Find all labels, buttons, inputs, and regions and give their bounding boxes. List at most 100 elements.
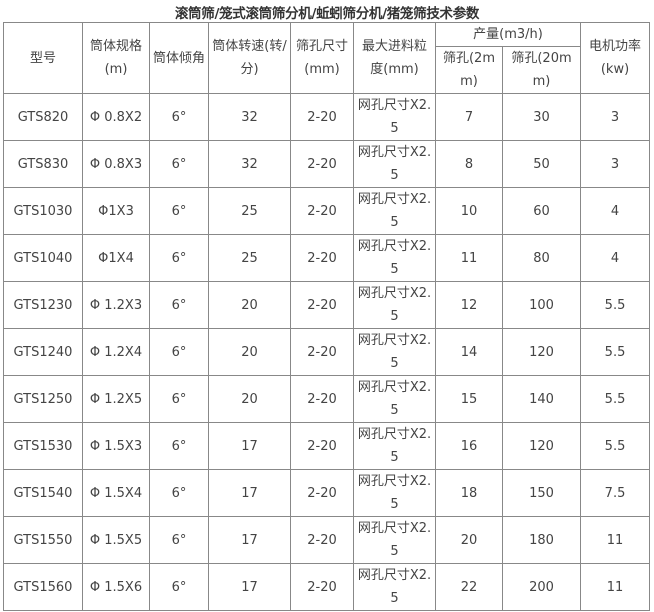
cell-speed: 17 <box>208 563 291 611</box>
spec-table: 型号 筒体规格(m) 筒体倾角 筒体转速(转/分) 筛孔尺寸(mm) 最大进料粒… <box>3 22 651 611</box>
cell-output-20mm: 150 <box>501 469 582 517</box>
header-output: 产量(m3/h) <box>434 22 582 47</box>
cell-output-2mm: 10 <box>435 187 503 235</box>
cell-feed: 网孔尺寸X2.5 <box>353 234 436 282</box>
cell-output-2mm: 15 <box>435 375 503 423</box>
cell-output-2mm: 12 <box>435 281 503 329</box>
cell-power: 5.5 <box>580 281 651 329</box>
cell-speed: 25 <box>208 234 291 282</box>
cell-hole: 2-20 <box>290 375 354 423</box>
cell-speed: 17 <box>208 422 291 470</box>
cell-feed: 网孔尺寸X2.5 <box>353 93 436 141</box>
cell-spec: Φ 1.2X3 <box>82 281 150 329</box>
cell-model: GTS830 <box>3 140 83 188</box>
cell-output-2mm: 14 <box>435 328 503 376</box>
cell-output-20mm: 30 <box>501 93 582 141</box>
header-feed: 最大进料粒度(mm) <box>353 22 436 94</box>
cell-output-2mm: 20 <box>435 516 503 564</box>
cell-power: 4 <box>580 187 651 235</box>
cell-output-2mm: 18 <box>435 469 503 517</box>
cell-power: 11 <box>580 563 651 611</box>
cell-spec: Φ1X3 <box>82 187 150 235</box>
header-model: 型号 <box>3 22 83 94</box>
cell-model: GTS1540 <box>3 469 83 517</box>
cell-feed: 网孔尺寸X2.5 <box>353 469 436 517</box>
cell-model: GTS1550 <box>3 516 83 564</box>
cell-output-20mm: 80 <box>501 234 582 282</box>
cell-power: 3 <box>580 93 651 141</box>
cell-output-20mm: 120 <box>501 422 582 470</box>
cell-output-20mm: 100 <box>501 281 582 329</box>
table-row: GTS830 Φ 0.8X3 6° 32 2-20 网孔尺寸X2.5 8 50 3 <box>3 140 651 188</box>
table-title: 滚筒筛/笼式滚筒筛分机/蚯蚓筛分机/猪笼筛技术参数 <box>174 6 480 22</box>
cell-power: 5.5 <box>580 422 651 470</box>
cell-speed: 32 <box>208 140 291 188</box>
cell-hole: 2-20 <box>290 281 354 329</box>
header-spec: 筒体规格(m) <box>82 22 150 94</box>
header-angle: 筒体倾角 <box>149 22 209 94</box>
table-row: GTS1030 Φ1X3 6° 25 2-20 网孔尺寸X2.5 10 60 4 <box>3 187 651 235</box>
cell-hole: 2-20 <box>290 187 354 235</box>
cell-hole: 2-20 <box>290 328 354 376</box>
header-subrow: 筛孔(2mm) 筛孔(20mm) <box>4 46 650 94</box>
table-row: GTS1530 Φ 1.5X3 6° 17 2-20 网孔尺寸X2.5 16 120 5.5 <box>3 422 651 470</box>
header-speed: 筒体转速(转/分) <box>208 22 291 94</box>
cell-feed: 网孔尺寸X2.5 <box>353 375 436 423</box>
cell-output-20mm: 120 <box>501 328 582 376</box>
header-output-20mm: 筛孔(20mm) <box>501 46 582 94</box>
cell-angle: 6° <box>149 469 209 517</box>
cell-angle: 6° <box>149 281 209 329</box>
cell-hole: 2-20 <box>290 422 354 470</box>
header-power: 电机功率(kw) <box>580 22 651 94</box>
cell-output-20mm: 180 <box>501 516 582 564</box>
cell-angle: 6° <box>149 375 209 423</box>
cell-model: GTS1250 <box>3 375 83 423</box>
cell-output-20mm: 50 <box>501 140 582 188</box>
cell-speed: 17 <box>208 516 291 564</box>
cell-power: 5.5 <box>580 375 651 423</box>
cell-spec: Φ 1.2X4 <box>82 328 150 376</box>
cell-output-2mm: 11 <box>435 234 503 282</box>
cell-speed: 25 <box>208 187 291 235</box>
cell-spec: Φ 1.5X5 <box>82 516 150 564</box>
cell-power: 3 <box>580 140 651 188</box>
cell-spec: Φ 0.8X2 <box>82 93 150 141</box>
cell-power: 7.5 <box>580 469 651 517</box>
table-row: GTS1560 Φ 1.5X6 6° 17 2-20 网孔尺寸X2.5 22 200 11 <box>3 563 651 611</box>
cell-feed: 网孔尺寸X2.5 <box>353 422 436 470</box>
cell-model: GTS1240 <box>3 328 83 376</box>
cell-speed: 20 <box>208 328 291 376</box>
table-row: GTS1250 Φ 1.2X5 6° 20 2-20 网孔尺寸X2.5 15 140 5.5 <box>3 375 651 423</box>
cell-output-2mm: 16 <box>435 422 503 470</box>
table-row: GTS1550 Φ 1.5X5 6° 17 2-20 网孔尺寸X2.5 20 180 11 <box>3 516 651 564</box>
cell-feed: 网孔尺寸X2.5 <box>353 328 436 376</box>
cell-spec: Φ 1.5X4 <box>82 469 150 517</box>
cell-model: GTS1040 <box>3 234 83 282</box>
cell-feed: 网孔尺寸X2.5 <box>353 281 436 329</box>
cell-spec: Φ 1.2X5 <box>82 375 150 423</box>
table-row: GTS1540 Φ 1.5X4 6° 17 2-20 网孔尺寸X2.5 18 150 7.5 <box>3 469 651 517</box>
cell-output-2mm: 22 <box>435 563 503 611</box>
cell-angle: 6° <box>149 187 209 235</box>
cell-angle: 6° <box>149 93 209 141</box>
cell-speed: 17 <box>208 469 291 517</box>
cell-output-2mm: 8 <box>435 140 503 188</box>
cell-spec: Φ 0.8X3 <box>82 140 150 188</box>
header-output-2mm: 筛孔(2mm) <box>435 46 503 94</box>
cell-spec: Φ 1.5X3 <box>82 422 150 470</box>
cell-speed: 32 <box>208 93 291 141</box>
cell-feed: 网孔尺寸X2.5 <box>353 140 436 188</box>
cell-model: GTS820 <box>3 93 83 141</box>
table-row: GTS1240 Φ 1.2X4 6° 20 2-20 网孔尺寸X2.5 14 120 5.5 <box>3 328 651 376</box>
cell-speed: 20 <box>208 281 291 329</box>
cell-power: 11 <box>580 516 651 564</box>
cell-angle: 6° <box>149 234 209 282</box>
cell-output-20mm: 60 <box>501 187 582 235</box>
cell-hole: 2-20 <box>290 93 354 141</box>
cell-angle: 6° <box>149 516 209 564</box>
cell-feed: 网孔尺寸X2.5 <box>353 516 436 564</box>
cell-hole: 2-20 <box>290 469 354 517</box>
cell-feed: 网孔尺寸X2.5 <box>353 187 436 235</box>
cell-speed: 20 <box>208 375 291 423</box>
table-row: GTS820 Φ 0.8X2 6° 32 2-20 网孔尺寸X2.5 7 30 3 <box>3 93 651 141</box>
